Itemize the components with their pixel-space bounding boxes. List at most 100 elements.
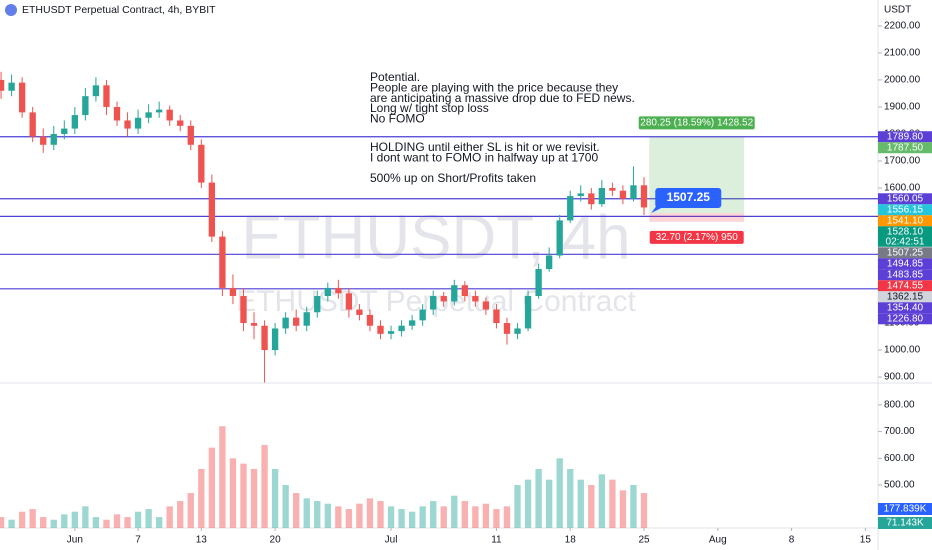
candle-body — [461, 285, 468, 297]
volume-bar — [166, 506, 173, 528]
volume-bar — [514, 485, 521, 528]
candle-body — [524, 296, 532, 329]
price-label: 1787.50 — [887, 142, 924, 153]
position-stop-zone — [649, 213, 745, 222]
volume-bar — [567, 468, 574, 528]
candle-body — [451, 285, 458, 302]
x-tick-label: 18 — [565, 535, 577, 546]
volume-bar — [524, 479, 532, 528]
price-label-box — [878, 258, 932, 270]
volume-bar — [303, 498, 310, 528]
volume-bar — [240, 463, 247, 528]
volume-bar — [366, 498, 374, 528]
axis-unit: USDT — [884, 5, 911, 16]
volume-bar — [71, 511, 78, 528]
candle-body — [609, 187, 616, 191]
candle-body — [240, 296, 247, 324]
candle-body — [408, 320, 416, 326]
annotation-text: People are playing with the price becaus… — [370, 80, 618, 94]
volume-bar — [198, 468, 205, 528]
candle-body — [345, 293, 353, 310]
candle-body — [398, 325, 405, 332]
annotation-text: 500% up on Short/Profits taken — [370, 171, 536, 185]
volume-label-box — [878, 517, 932, 529]
candle-body — [366, 314, 374, 326]
volume-bar — [535, 468, 542, 528]
candle-body — [229, 287, 237, 297]
volume-bar — [598, 474, 606, 528]
volume-bar — [430, 501, 437, 528]
price-label: 1541.10 — [887, 215, 924, 226]
candle-body — [0, 79, 5, 91]
entry-label: 1507.25 — [667, 190, 711, 204]
candle-body — [556, 220, 563, 256]
candle-body — [61, 128, 68, 134]
candle-body — [314, 296, 321, 313]
price-label-box — [878, 193, 932, 205]
candle-body — [250, 323, 258, 326]
volume-bar — [208, 447, 216, 528]
candle-body — [282, 317, 289, 329]
candle-body — [271, 328, 279, 351]
price-label-box — [878, 142, 932, 154]
volume-bar — [398, 509, 405, 528]
volume-bar — [335, 506, 342, 528]
target-label: 280.25 (18.59%) 1428.52 — [640, 117, 753, 128]
price-label: 1362.15 — [887, 291, 924, 302]
candle-body — [303, 312, 310, 326]
candle-body — [18, 82, 26, 113]
volume-label: 71.143K — [886, 518, 924, 529]
volume-bar — [556, 458, 563, 528]
candle-body — [155, 109, 163, 113]
candle-body — [545, 255, 553, 270]
price-label-box — [878, 226, 932, 238]
volume-label: 177.839K — [884, 504, 927, 515]
candle-body — [324, 287, 331, 297]
price-label: 1474.55 — [887, 280, 924, 291]
volume-bar — [324, 503, 331, 528]
volume-bar — [282, 485, 289, 528]
volume-bar — [588, 485, 595, 528]
candle-body — [535, 269, 542, 297]
candle-body — [377, 325, 384, 334]
candle-body — [40, 136, 47, 145]
x-tick-label: Jun — [67, 535, 83, 546]
volume-bar — [271, 468, 279, 528]
annotation-text: I dont want to FOMO in halfway up at 170… — [370, 150, 598, 164]
volume-bar — [177, 501, 184, 528]
price-label: 1789.80 — [887, 131, 924, 142]
volume-bar — [113, 514, 121, 528]
volume-bar — [482, 503, 490, 528]
volume-bar — [155, 517, 163, 528]
volume-bar — [134, 511, 142, 528]
candle-body — [8, 82, 15, 91]
y2-tick-label: 800.00 — [884, 400, 915, 411]
volume-bar — [356, 503, 363, 528]
price-label-box — [878, 247, 932, 259]
candle-body — [387, 331, 395, 334]
x-tick-label: 7 — [135, 535, 141, 546]
x-tick-label: 8 — [789, 535, 795, 546]
volume-bar — [440, 506, 447, 528]
candle-body — [440, 296, 447, 302]
volume-bar — [219, 426, 226, 528]
candle-body — [134, 117, 142, 129]
x-tick-label: 13 — [196, 535, 208, 546]
price-label: 1556.15 — [887, 204, 924, 215]
volume-bar — [187, 493, 194, 528]
price-label-box — [878, 302, 932, 314]
candle-body — [514, 328, 521, 334]
candle-body — [619, 190, 627, 199]
volume-bar — [461, 501, 468, 528]
volume-bar — [472, 506, 479, 528]
volume-bar — [8, 519, 15, 528]
candle-body — [166, 109, 173, 121]
volume-bar — [451, 495, 458, 528]
volume-bar — [82, 506, 89, 528]
price-label: 1528.10 — [887, 226, 924, 237]
volume-bar — [345, 509, 353, 528]
y2-tick-label: 700.00 — [884, 426, 915, 437]
volume-bar — [630, 485, 637, 528]
